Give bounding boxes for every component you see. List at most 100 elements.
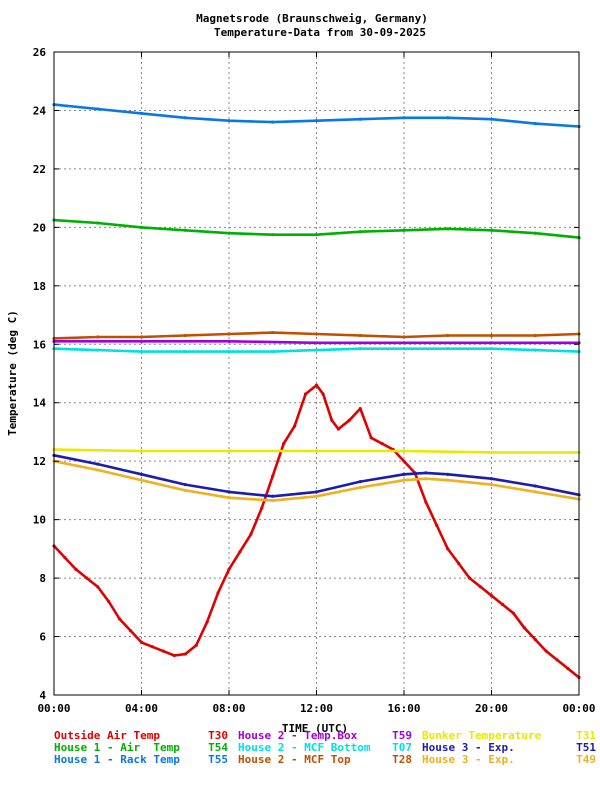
data-point xyxy=(271,499,275,503)
data-point xyxy=(314,490,319,494)
series-T30 xyxy=(52,383,581,680)
data-point xyxy=(271,330,275,335)
data-point xyxy=(216,591,220,595)
data-point xyxy=(500,602,505,606)
data-point xyxy=(314,348,319,352)
data-point xyxy=(489,482,494,487)
legend-code: T30 xyxy=(208,729,228,742)
data-point xyxy=(489,228,494,232)
legend-label: Outside Air Temp xyxy=(54,729,160,742)
data-point xyxy=(478,585,483,589)
data-point xyxy=(85,576,89,580)
data-point xyxy=(260,506,264,510)
x-tick-label: 08:00 xyxy=(212,702,245,715)
legend-label: Bunker Temperature xyxy=(422,729,542,742)
data-point xyxy=(183,228,187,232)
data-point xyxy=(227,349,231,354)
data-point xyxy=(271,120,275,124)
data-point xyxy=(533,122,537,126)
data-point xyxy=(533,333,537,338)
legend-item: House 2 - MCF Top T28 xyxy=(238,753,412,766)
legend-code: T51 xyxy=(576,741,596,754)
data-point xyxy=(358,333,362,338)
data-point xyxy=(314,449,319,453)
data-point xyxy=(446,116,450,120)
data-point xyxy=(227,231,231,235)
data-point xyxy=(227,490,231,494)
y-tick-label: 4 xyxy=(39,689,46,702)
data-point xyxy=(271,494,275,498)
data-point xyxy=(533,484,537,488)
legend-code: T54 xyxy=(208,741,228,754)
data-point xyxy=(358,406,362,411)
series-line xyxy=(52,453,581,498)
data-point xyxy=(555,658,559,662)
data-point xyxy=(358,347,362,351)
data-point xyxy=(321,392,325,396)
data-point xyxy=(314,332,319,336)
legend-code: T59 xyxy=(392,729,412,742)
y-tick-label: 6 xyxy=(39,631,46,644)
data-point xyxy=(183,488,187,493)
data-point xyxy=(446,333,450,338)
data-point xyxy=(205,620,209,624)
data-point xyxy=(424,477,428,481)
data-point xyxy=(489,450,494,455)
data-point xyxy=(314,383,319,387)
legend-label: House 1 - Air Temp xyxy=(54,741,180,754)
data-point xyxy=(446,347,450,351)
data-point xyxy=(139,449,144,453)
data-point xyxy=(96,585,100,589)
legend-label: House 2 - MCF Bottom xyxy=(238,741,371,754)
data-point xyxy=(183,333,187,338)
series-layer xyxy=(52,103,581,680)
y-tick-label: 12 xyxy=(33,455,46,468)
data-point xyxy=(446,227,450,231)
legend-code: T28 xyxy=(392,753,412,766)
data-point xyxy=(161,649,165,653)
data-point xyxy=(402,472,406,476)
x-tick-label: 04:00 xyxy=(125,702,158,715)
legend-item: House 1 - Rack Temp T55 xyxy=(54,753,228,766)
legend-label: House 1 - Rack Temp xyxy=(54,753,180,766)
data-point xyxy=(139,349,144,354)
data-point xyxy=(96,462,100,466)
y-tick-label: 24 xyxy=(33,104,47,117)
data-point xyxy=(489,347,494,351)
data-point xyxy=(96,335,100,339)
data-point xyxy=(271,349,275,354)
series-T07 xyxy=(52,347,581,354)
data-point xyxy=(139,640,144,644)
data-point xyxy=(489,594,494,598)
data-point xyxy=(380,442,384,446)
legend-code: T49 xyxy=(576,753,596,766)
data-point xyxy=(271,233,275,237)
data-point xyxy=(402,449,406,453)
data-point xyxy=(271,474,275,478)
data-point xyxy=(489,117,494,121)
legend: Outside Air Temp T30 House 2 - Temp.Box T59… xyxy=(54,729,596,766)
y-tick-label: 20 xyxy=(33,221,46,234)
data-point xyxy=(63,556,67,560)
data-point xyxy=(314,119,319,123)
y-ticks: 4 6 8 10 12 14 16 18 20 22 24 26 xyxy=(33,46,579,702)
data-point xyxy=(544,649,548,653)
legend-item: Outside Air Temp T30 xyxy=(54,729,228,742)
legend-item: House 1 - Air Temp T54 xyxy=(54,741,228,754)
data-point xyxy=(402,459,406,463)
data-point xyxy=(183,349,187,354)
data-point xyxy=(347,418,351,422)
data-point xyxy=(227,496,231,500)
series-T59 xyxy=(52,339,581,345)
data-point xyxy=(402,341,406,345)
legend-code: T55 xyxy=(208,753,228,766)
data-point xyxy=(369,436,373,440)
legend-item: House 3 - Exp. T51 xyxy=(422,741,596,754)
data-point xyxy=(282,442,286,446)
data-point xyxy=(194,643,198,647)
data-point xyxy=(227,449,231,453)
y-axis-label: Temperature (deg C) xyxy=(6,310,19,436)
data-point xyxy=(139,111,144,115)
legend-label: House 3 - Exp. xyxy=(422,753,515,766)
x-tick-label: 16:00 xyxy=(387,702,420,715)
